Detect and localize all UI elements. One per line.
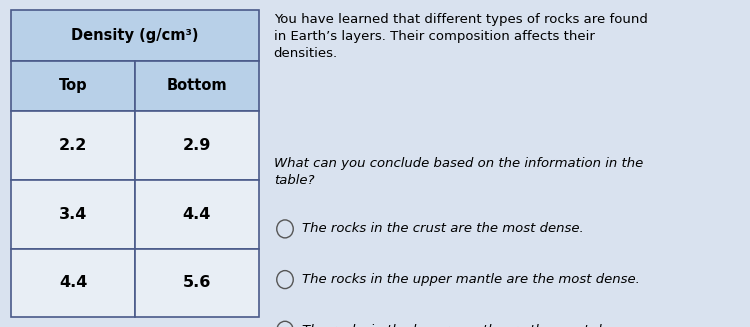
Bar <box>135 249 259 317</box>
Bar <box>11 60 135 111</box>
Text: The rocks in the crust are the most dense.: The rocks in the crust are the most dens… <box>302 222 584 235</box>
Text: The rocks in the lower mantle are the most dense.: The rocks in the lower mantle are the mo… <box>302 324 638 327</box>
Text: 4.4: 4.4 <box>183 207 211 222</box>
Bar <box>11 249 135 317</box>
Text: 4.4: 4.4 <box>59 275 87 290</box>
Text: Bottom: Bottom <box>166 78 227 94</box>
Text: 3.4: 3.4 <box>59 207 87 222</box>
Text: The rocks in the upper mantle are the most dense.: The rocks in the upper mantle are the mo… <box>302 273 640 286</box>
Bar <box>135 60 259 111</box>
Bar <box>135 111 259 180</box>
Text: 5.6: 5.6 <box>183 275 211 290</box>
Text: Top: Top <box>58 78 88 94</box>
Text: 2.2: 2.2 <box>59 138 87 153</box>
Text: What can you conclude based on the information in the
table?: What can you conclude based on the infor… <box>274 157 643 187</box>
Bar <box>135 180 259 249</box>
Text: You have learned that different types of rocks are found
in Earth’s layers. Thei: You have learned that different types of… <box>274 13 647 60</box>
Text: 2.9: 2.9 <box>183 138 211 153</box>
Bar <box>11 10 259 60</box>
Bar <box>11 111 135 180</box>
Bar <box>11 180 135 249</box>
Text: Density (g/cm³): Density (g/cm³) <box>71 28 199 43</box>
